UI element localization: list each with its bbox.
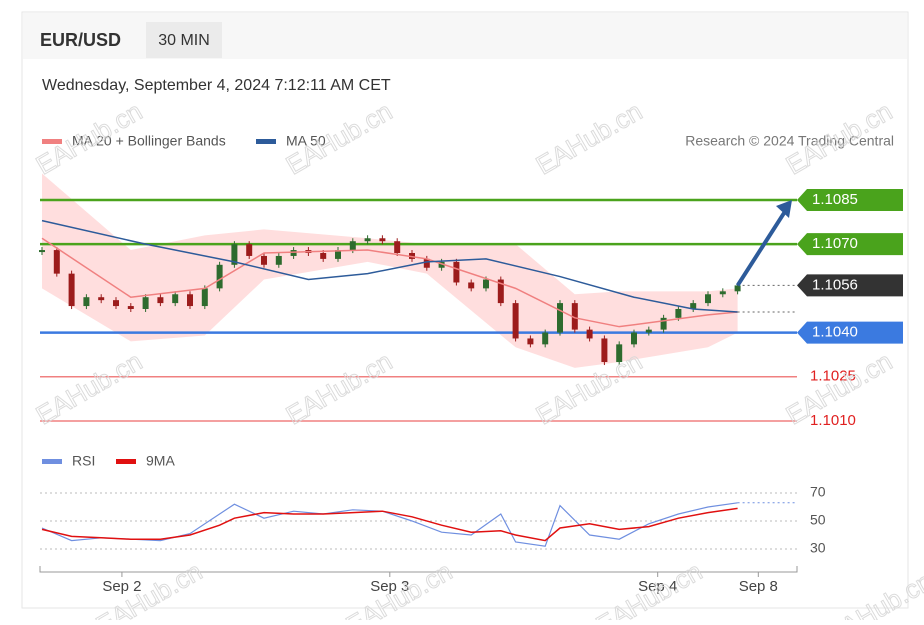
y-tick-label: 50 (810, 512, 826, 528)
legend-label: RSI (72, 453, 95, 469)
x-tick-label: Sep 2 (102, 578, 141, 595)
candle (335, 250, 341, 259)
x-tick-label: Sep 3 (370, 578, 409, 595)
rsi-line (41, 502, 738, 547)
candle (53, 250, 60, 274)
candle (394, 241, 401, 254)
candle (571, 303, 578, 330)
candle (734, 285, 741, 292)
candle (453, 261, 460, 283)
candle (468, 282, 475, 289)
interval: 30 MIN (158, 32, 210, 49)
level-tag (797, 188, 903, 211)
candle (675, 308, 682, 318)
candle (364, 238, 371, 242)
candle (187, 294, 193, 307)
candle (438, 261, 445, 268)
candle (527, 338, 534, 345)
candle (98, 297, 105, 301)
y-tick-label: 30 (810, 540, 826, 556)
candle (246, 244, 253, 256)
candle (142, 297, 149, 309)
level-label: 1.1056 (812, 276, 858, 293)
rsi-line (41, 507, 738, 542)
legend-swatch (42, 139, 62, 144)
candle (645, 329, 652, 333)
candle (379, 238, 386, 242)
candle (157, 297, 164, 304)
credit: Research © 2024 Trading Central (685, 133, 894, 149)
candle (601, 338, 608, 363)
target-arrow (735, 208, 788, 287)
date: Wednesday, September 4, 2024 7:12:11 AM … (42, 77, 391, 94)
candle (557, 303, 563, 333)
legend-swatch (42, 459, 62, 464)
candle (349, 241, 356, 251)
legend-label: 9MA (146, 453, 175, 469)
candle (423, 258, 430, 268)
candle (542, 332, 549, 345)
level-label: 1.1025 (810, 368, 856, 385)
legend-swatch (116, 459, 136, 464)
y-tick-label: 70 (810, 484, 826, 500)
candle (127, 306, 134, 309)
x-tick-label: Sep 4 (638, 578, 677, 595)
level-label: 1.1085 (812, 191, 858, 208)
x-tick-label: Sep 8 (739, 578, 778, 595)
candle (231, 244, 238, 265)
candle (483, 279, 489, 289)
candle (497, 279, 504, 304)
candle (83, 297, 90, 307)
candle (719, 291, 726, 295)
candle (320, 253, 327, 259)
candle (216, 264, 223, 289)
candle (586, 329, 593, 339)
candle (172, 294, 179, 304)
level-tag (797, 274, 903, 297)
symbol: EUR/USD (40, 30, 121, 50)
candle (290, 250, 297, 256)
candle (113, 300, 119, 307)
candle (616, 344, 623, 363)
level-label: 1.1010 (810, 412, 856, 429)
candle (631, 332, 637, 345)
candle (705, 294, 711, 304)
level-label: 1.1070 (812, 235, 858, 252)
candle (39, 250, 45, 253)
level-tag (797, 321, 903, 344)
candle (512, 303, 519, 339)
bollinger-band (42, 173, 738, 368)
candle (201, 288, 208, 307)
candle (660, 317, 667, 330)
candle (690, 303, 697, 309)
legend-swatch (256, 139, 276, 144)
legend-label: MA 50 (286, 133, 326, 149)
arrow-head (776, 199, 792, 218)
ma-20 (41, 237, 738, 328)
candle (68, 273, 75, 307)
candle (261, 255, 267, 265)
level-label: 1.1040 (812, 324, 858, 341)
legend-label: MA 20 + Bollinger Bands (72, 133, 226, 149)
x-axis (39, 566, 798, 573)
interval-box (146, 22, 222, 58)
ma-50 (41, 219, 738, 313)
candle (275, 255, 282, 265)
level-tag (797, 233, 903, 256)
